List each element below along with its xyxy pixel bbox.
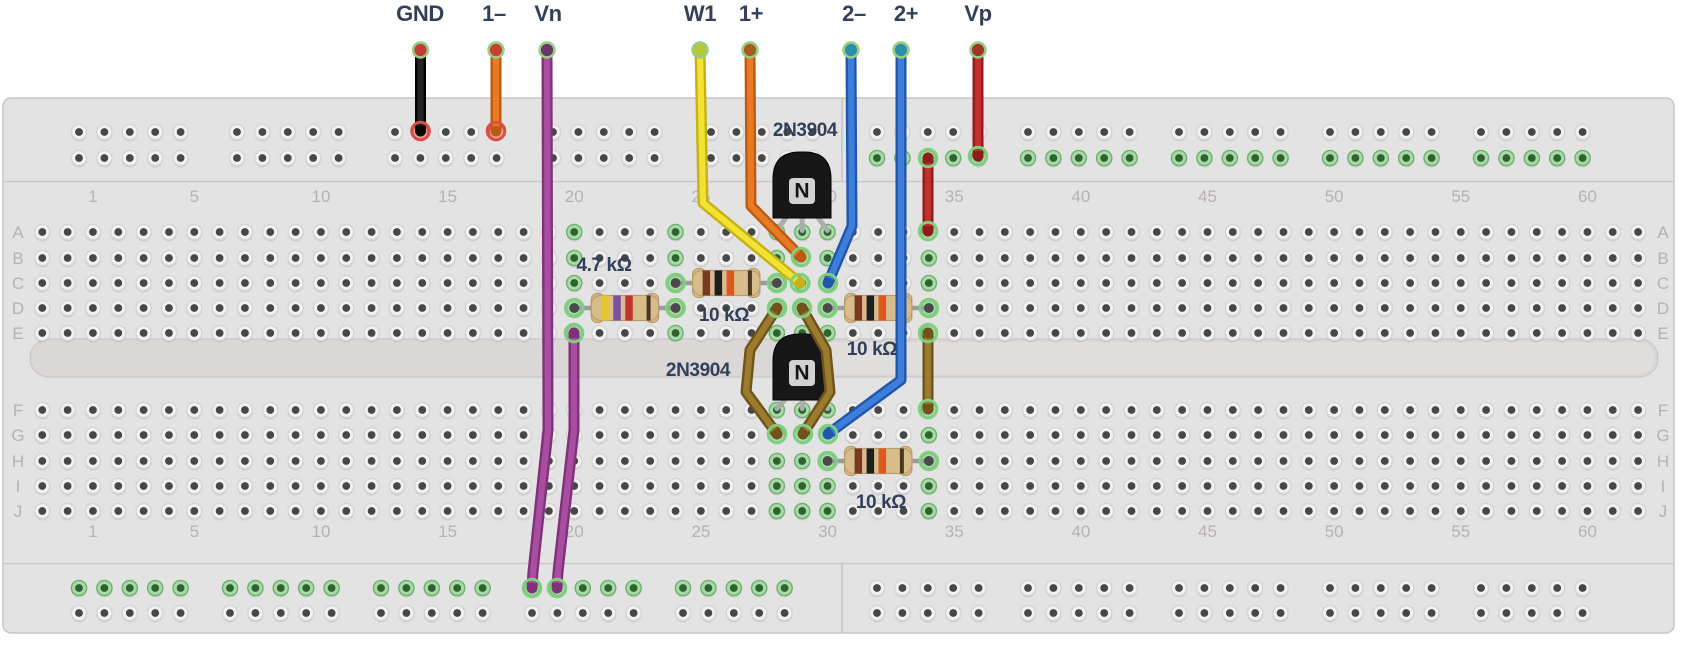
svg-text:F: F [13,401,23,420]
resistor-r1-label: 4.7 kΩ [576,255,632,276]
svg-text:H: H [1657,452,1669,471]
svg-text:J: J [14,502,23,521]
transistor-q2-label: 2N3904 [665,360,731,381]
svg-text:I: I [1661,477,1666,496]
wire-link-col34 [917,322,939,420]
svg-text:I: I [16,477,21,496]
svg-text:1: 1 [88,187,97,206]
resistor-r2 [665,267,788,299]
svg-text:60: 60 [1578,522,1597,541]
svg-text:A: A [1657,223,1669,242]
svg-text:15: 15 [438,187,457,206]
svg-text:5: 5 [190,522,199,541]
svg-text:35: 35 [945,187,964,206]
resistor-r4 [817,445,940,477]
board-coordinate-labels: A AB BC CD DE EF FG GH HI IJ J11551010151520202525… [11,187,1669,541]
terminal-label-1plus: 1+ [738,1,764,26]
svg-text:H: H [12,452,24,471]
svg-text:20: 20 [565,522,584,541]
svg-text:45: 45 [1198,187,1217,206]
svg-text:B: B [1657,249,1668,268]
wire-ch1-plus [741,41,812,268]
wire-gnd [410,41,431,142]
wire-vp [967,41,989,167]
wire-w1 [691,41,811,294]
svg-text:20: 20 [565,187,584,206]
svg-text:10: 10 [312,187,331,206]
wire-ch1-minus [485,41,507,142]
svg-text:D: D [1657,299,1669,318]
resistor-r3 [817,292,940,324]
wire-link-right [791,297,836,445]
svg-text:25: 25 [691,522,710,541]
transistor-logo: N [794,362,809,385]
terminal-label-vp: Vp [964,1,992,26]
svg-text:15: 15 [438,522,457,541]
svg-text:60: 60 [1578,187,1597,206]
terminal-label-2plus: 2+ [893,1,919,26]
wire-link-left [740,297,788,445]
svg-text:40: 40 [1071,522,1090,541]
transistor-q2: N [772,333,832,411]
svg-text:G: G [1656,426,1669,445]
terminal-label-vn: Vn [534,1,562,26]
resistor-r4-label: 10 kΩ [855,492,907,513]
svg-text:5: 5 [190,187,199,206]
transistor-q1: N [772,151,832,233]
transistor-logo: N [794,180,809,203]
svg-text:E: E [12,324,23,343]
terminal-label-1minus: 1– [482,1,506,26]
svg-text:E: E [1657,324,1668,343]
svg-text:10: 10 [312,522,331,541]
wire-vn [521,41,556,599]
svg-text:A: A [12,223,24,242]
wire-vn-jumper [546,322,585,599]
svg-text:D: D [12,299,24,318]
terminal-label-2minus: 2– [842,1,866,26]
svg-text:45: 45 [1198,522,1217,541]
svg-text:40: 40 [1071,187,1090,206]
wire-vp-jumper [917,147,939,242]
svg-text:30: 30 [818,522,837,541]
svg-text:1: 1 [88,522,97,541]
resistor-r1 [563,292,686,324]
svg-text:C: C [1657,274,1669,293]
resistor-r3-label: 10 kΩ [846,339,898,360]
breadboard-body [2,97,1675,634]
wire-ch2-plus [817,41,910,445]
wire-ch2-minus [817,41,860,294]
svg-text:G: G [11,426,24,445]
svg-text:35: 35 [945,522,964,541]
svg-text:55: 55 [1451,522,1470,541]
transistor-q1-label: 2N3904 [772,120,838,141]
svg-text:F: F [1658,401,1668,420]
svg-text:B: B [12,249,23,268]
svg-text:J: J [1659,502,1668,521]
svg-text:C: C [12,274,24,293]
resistor-r2-label: 10 kΩ [698,305,750,326]
svg-text:50: 50 [1325,187,1344,206]
svg-text:55: 55 [1451,187,1470,206]
svg-text:50: 50 [1325,522,1344,541]
terminal-label-w1: W1 [683,1,717,26]
terminal-label-gnd: GND [396,1,444,26]
